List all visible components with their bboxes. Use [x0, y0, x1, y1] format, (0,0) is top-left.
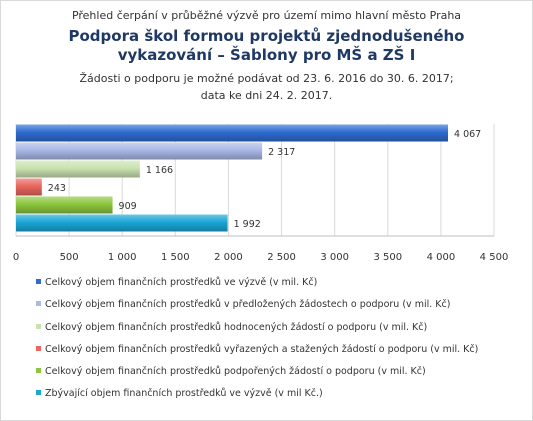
legend-item-4: Celkový objem finančních prostředků vyřa… [36, 339, 478, 361]
chart-title-line-1: Podpora škol formou projektů zjednodušen… [68, 27, 465, 45]
bar-3 [16, 160, 140, 178]
data-label-1: 4 067 [454, 129, 481, 140]
x-tick-label-5: 2 500 [267, 252, 296, 263]
bar-4 [16, 178, 42, 196]
chart-subtitle-line-2: data ke dni 24. 2. 2017. [200, 89, 333, 102]
chart-title-line-2: vykazování – Šablony pro MŠ a ZŠ I [117, 46, 416, 64]
legend-swatch-3 [36, 323, 41, 329]
x-tick-label-2: 1 000 [108, 252, 137, 263]
legend-item-5: Celkový objem finančních prostředků podp… [36, 361, 478, 383]
legend-item-2: Celkový objem finančních prostředků v př… [36, 294, 478, 316]
data-label-6: 1 992 [234, 219, 261, 230]
legend-swatch-1 [36, 279, 41, 284]
x-tick-label-9: 4 500 [480, 252, 509, 263]
x-tick-label-0: 0 [13, 252, 19, 263]
bar-6 [16, 214, 228, 232]
legend-label-1: Celkový objem finančních prostředků ve v… [45, 277, 318, 288]
data-label-2: 2 317 [268, 147, 295, 158]
data-label-3: 1 166 [146, 165, 173, 176]
legend-label-5: Celkový objem finančních prostředků podp… [45, 366, 426, 378]
x-tick-label-4: 2 000 [214, 252, 243, 263]
legend-label-3: Celkový objem finančních prostředků hodn… [45, 321, 428, 333]
legend-label-4: Celkový objem finančních prostředků vyřa… [45, 343, 479, 355]
chart-legend: Celkový objem finančních prostředků ve v… [36, 272, 478, 406]
data-label-5: 909 [119, 201, 137, 212]
x-tick-label-7: 3 500 [373, 252, 402, 263]
chart-subtitle-line-1: Žádosti o podporu je možné podávat od 23… [79, 72, 454, 85]
x-tick-label-6: 3 000 [320, 252, 349, 263]
x-tick-label-8: 4 000 [427, 252, 456, 263]
legend-label-2: Celkový objem finančních prostředků v př… [45, 299, 451, 311]
legend-swatch-2 [36, 301, 41, 307]
data-label-4: 243 [48, 183, 66, 194]
legend-item-6: Zbývající objem finančních prostředků ve… [36, 383, 478, 405]
legend-swatch-6 [36, 390, 41, 396]
bar-2 [16, 142, 263, 160]
legend-label-6: Zbývající objem finančních prostředků ve… [45, 388, 323, 400]
legend-swatch-5 [36, 368, 41, 374]
legend-item-3: Celkový objem finančních prostředků hodn… [36, 317, 478, 339]
x-tick-label-3: 1 500 [161, 252, 190, 263]
chart-pretitle: Přehled čerpání v průběžné výzvě pro úze… [71, 9, 462, 22]
legend-swatch-4 [36, 345, 41, 351]
legend-item-1: Celkový objem finančních prostředků ve v… [36, 272, 478, 294]
bar-1 [16, 124, 449, 142]
bar-5 [16, 196, 113, 214]
x-tick-label-1: 500 [60, 252, 79, 263]
